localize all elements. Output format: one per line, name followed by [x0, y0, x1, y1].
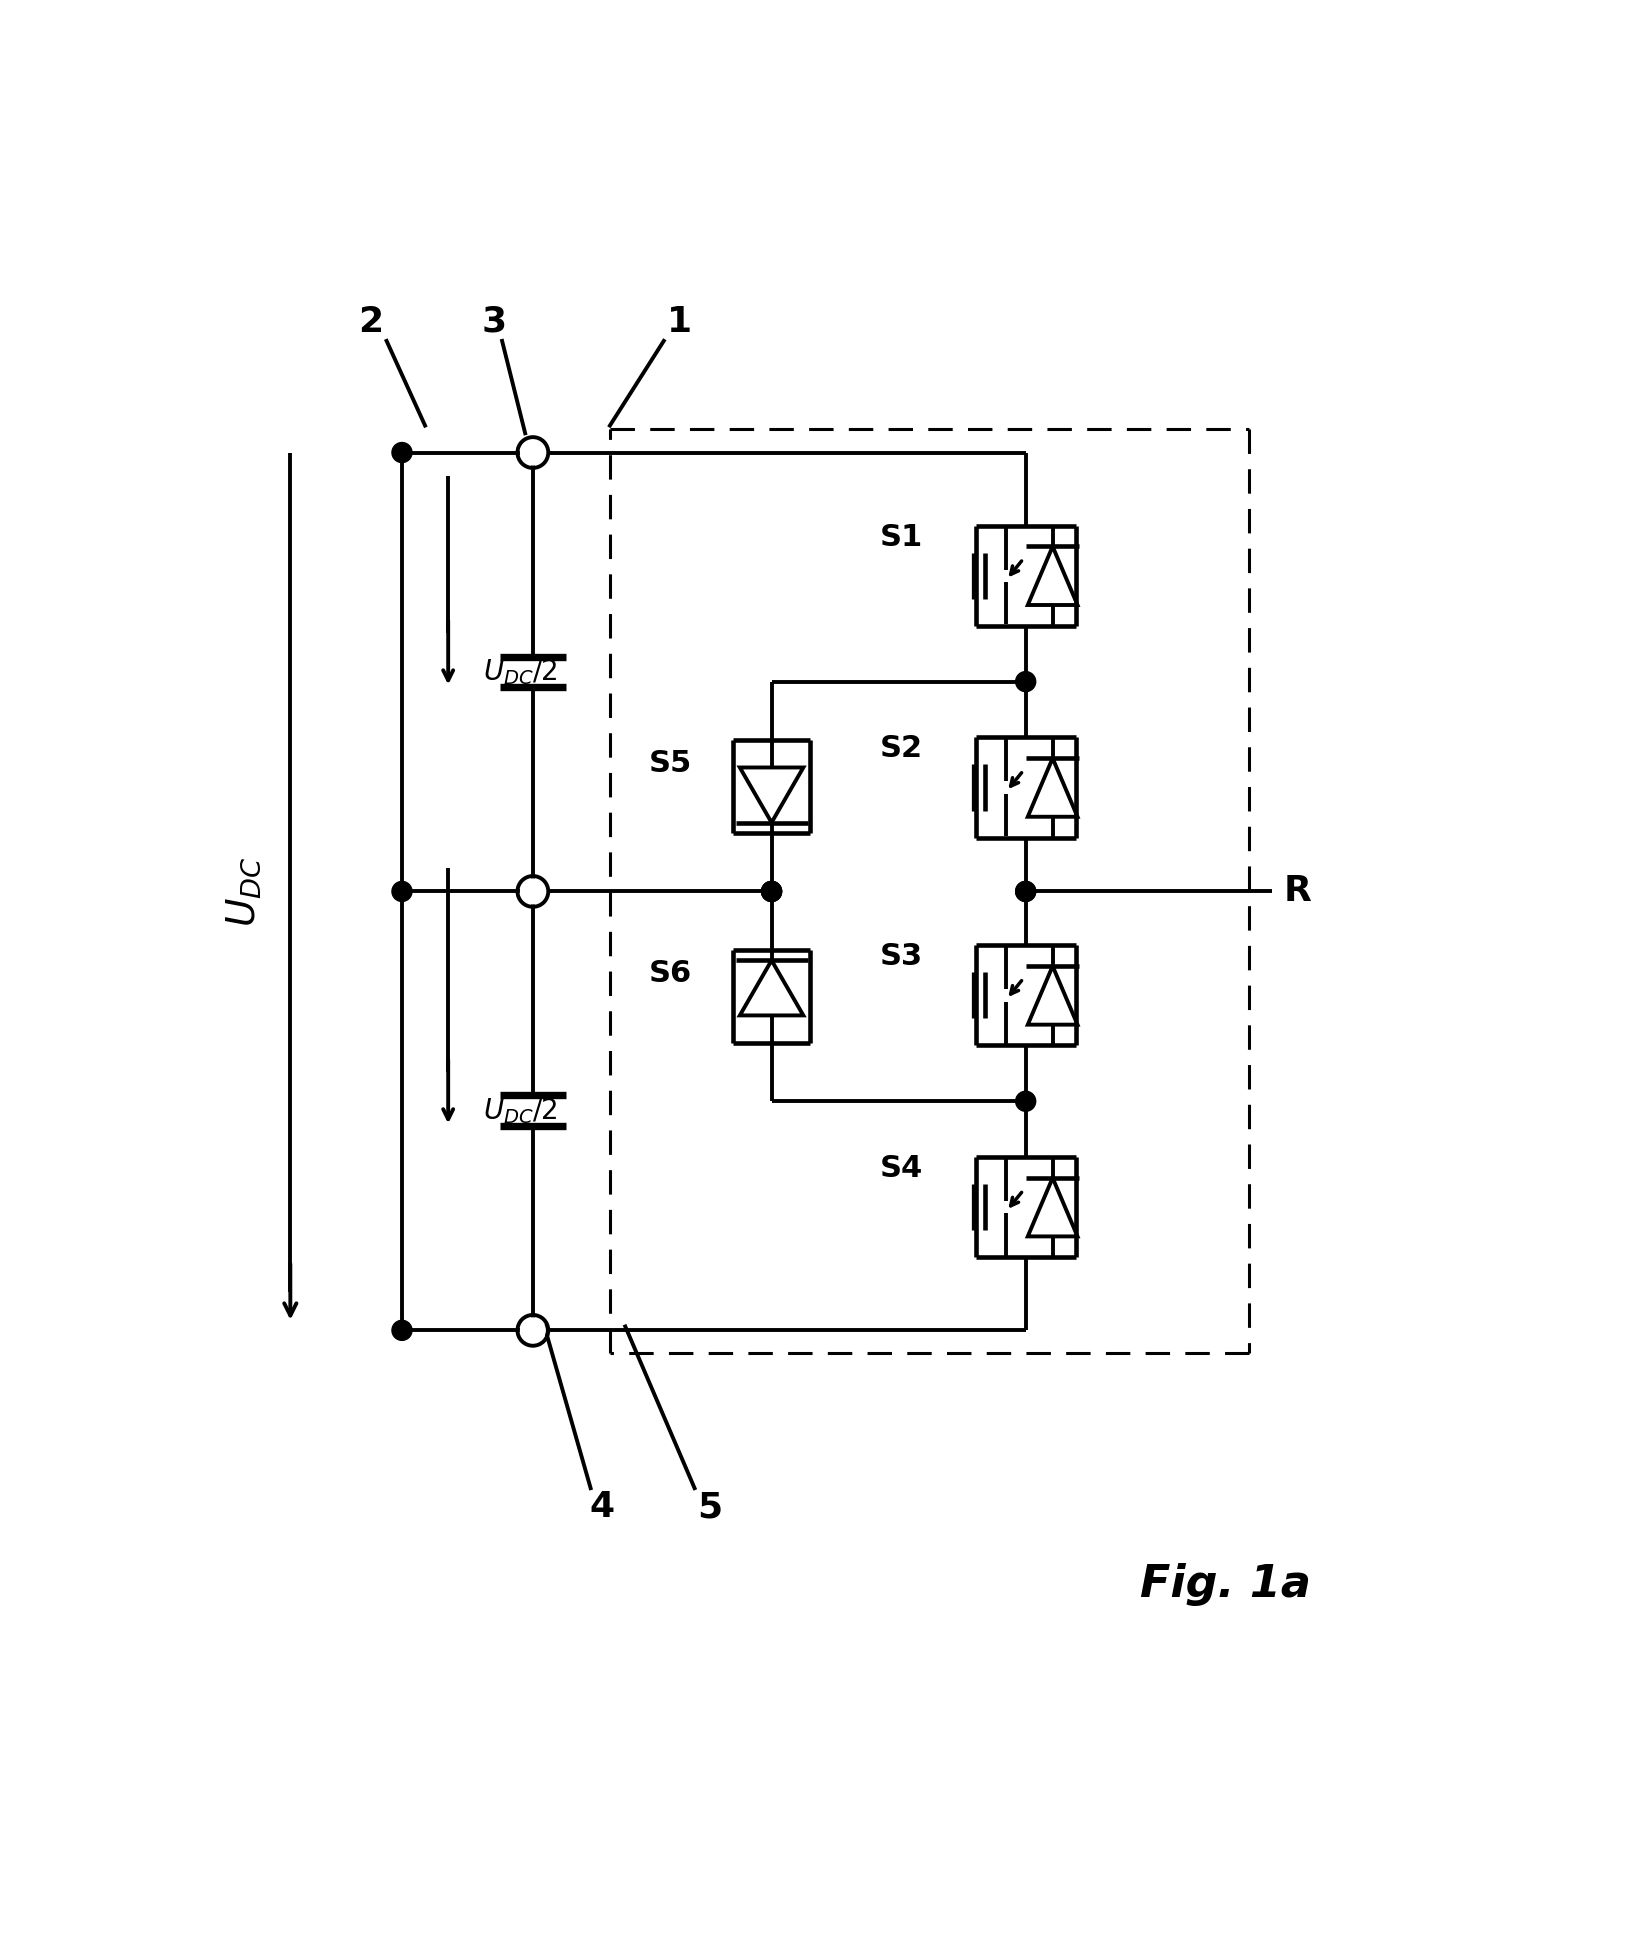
Text: S2: S2 [879, 734, 922, 763]
Text: R: R [1283, 875, 1311, 908]
Text: 2: 2 [358, 304, 384, 339]
Circle shape [1015, 881, 1035, 902]
Text: 3: 3 [481, 304, 508, 339]
Circle shape [1015, 881, 1035, 902]
Text: 5: 5 [697, 1491, 723, 1524]
Circle shape [521, 1318, 545, 1344]
Text: $U_{DC}/2$: $U_{DC}/2$ [483, 656, 557, 687]
Circle shape [1015, 1092, 1035, 1111]
Circle shape [521, 439, 545, 465]
Circle shape [1015, 672, 1035, 691]
Text: Fig. 1a: Fig. 1a [1140, 1562, 1311, 1607]
Text: S3: S3 [879, 943, 922, 972]
Text: S1: S1 [879, 523, 923, 552]
Circle shape [393, 881, 412, 902]
Circle shape [393, 443, 412, 463]
Circle shape [762, 881, 782, 902]
Text: S4: S4 [879, 1154, 923, 1183]
Circle shape [521, 879, 545, 904]
Text: $U_{DC}/2$: $U_{DC}/2$ [483, 1096, 557, 1127]
Circle shape [393, 1320, 412, 1340]
Text: 4: 4 [590, 1491, 614, 1524]
Circle shape [762, 881, 782, 902]
Circle shape [762, 881, 782, 902]
Text: 1: 1 [667, 304, 692, 339]
Text: $U_{DC}$: $U_{DC}$ [225, 856, 263, 927]
Text: S6: S6 [649, 958, 692, 987]
Text: S5: S5 [649, 749, 692, 778]
